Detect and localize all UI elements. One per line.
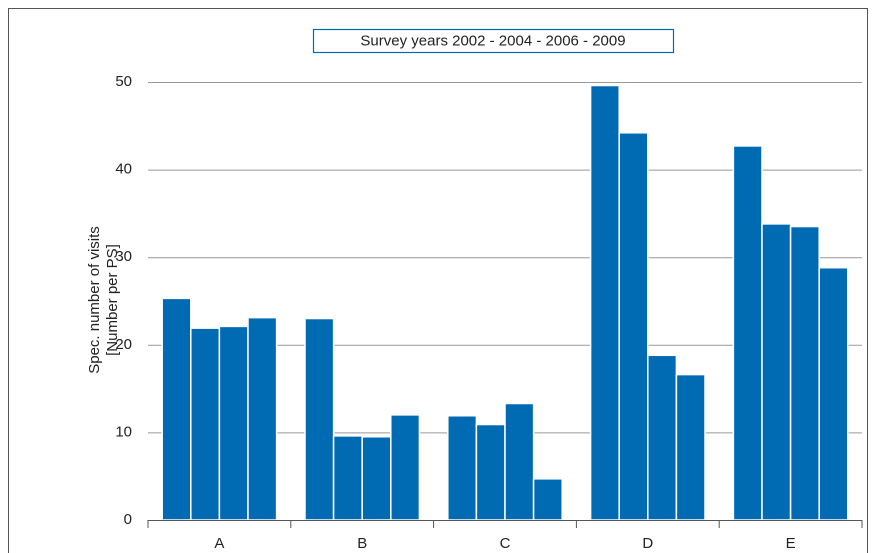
- y-tick-label: 0: [124, 511, 132, 528]
- y-tick-label: 30: [115, 248, 132, 265]
- bar: [647, 354, 678, 521]
- y-axis-label: Spec. number of visits [Number per PS]: [86, 226, 121, 374]
- x-tick-label: D: [642, 535, 653, 552]
- bar: [532, 478, 563, 521]
- y-tick-label: 50: [115, 73, 132, 90]
- frame: [8, 8, 868, 553]
- legend-box: [312, 28, 675, 54]
- legend-text: Survey years 2002 - 2004 - 2006 - 2009: [360, 32, 625, 49]
- bar: [304, 317, 335, 521]
- y-tick-label: 40: [115, 161, 132, 178]
- x-tick-label: E: [786, 535, 796, 552]
- y-label-line: [Number per PS]: [104, 244, 121, 356]
- x-tick-label: B: [357, 535, 367, 552]
- bar: [161, 297, 192, 521]
- bar: [247, 316, 278, 521]
- bar: [504, 402, 535, 521]
- x-tick-label: C: [500, 535, 511, 552]
- bar: [447, 415, 478, 521]
- bar: [218, 325, 249, 521]
- bar: [818, 266, 849, 521]
- bar: [761, 223, 792, 521]
- bar: [475, 423, 506, 521]
- bar: [675, 373, 706, 521]
- bar: [361, 436, 392, 521]
- bar: [589, 84, 620, 521]
- y-tick-label: 20: [115, 336, 132, 353]
- y-label-line: Spec. number of visits: [86, 226, 103, 374]
- bar: [618, 132, 649, 521]
- bar: [789, 225, 820, 521]
- bar: [190, 327, 221, 521]
- bar: [332, 435, 363, 521]
- y-tick-label: 10: [115, 423, 132, 440]
- x-tick-label: A: [214, 535, 224, 552]
- bar: [390, 414, 421, 521]
- bar: [732, 145, 763, 521]
